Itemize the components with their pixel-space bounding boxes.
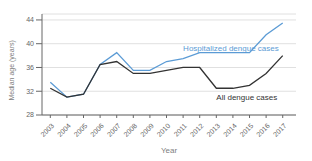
svg-text:2006: 2006 bbox=[89, 122, 105, 138]
svg-text:All dengue cases: All dengue cases bbox=[216, 93, 277, 102]
svg-text:36: 36 bbox=[26, 64, 34, 71]
svg-text:32: 32 bbox=[26, 88, 34, 95]
svg-text:2004: 2004 bbox=[56, 122, 72, 138]
svg-text:28: 28 bbox=[26, 111, 34, 118]
svg-text:Year: Year bbox=[161, 146, 178, 153]
svg-text:2013: 2013 bbox=[205, 122, 221, 138]
svg-text:2012: 2012 bbox=[189, 122, 205, 138]
svg-text:2003: 2003 bbox=[39, 122, 55, 138]
svg-text:2015: 2015 bbox=[239, 122, 255, 138]
svg-text:Median age (years): Median age (years) bbox=[8, 40, 16, 100]
svg-text:2017: 2017 bbox=[272, 122, 288, 138]
svg-text:2010: 2010 bbox=[155, 122, 171, 138]
svg-text:2007: 2007 bbox=[106, 122, 122, 138]
svg-text:2016: 2016 bbox=[255, 122, 271, 138]
svg-text:2008: 2008 bbox=[122, 122, 138, 138]
svg-text:2009: 2009 bbox=[139, 122, 155, 138]
svg-text:2011: 2011 bbox=[172, 122, 188, 138]
svg-text:2014: 2014 bbox=[222, 122, 238, 138]
svg-text:2005: 2005 bbox=[72, 122, 88, 138]
svg-text:Hospitalized dengue cases: Hospitalized dengue cases bbox=[183, 44, 279, 53]
svg-text:40: 40 bbox=[26, 40, 34, 47]
svg-text:44: 44 bbox=[26, 16, 34, 23]
